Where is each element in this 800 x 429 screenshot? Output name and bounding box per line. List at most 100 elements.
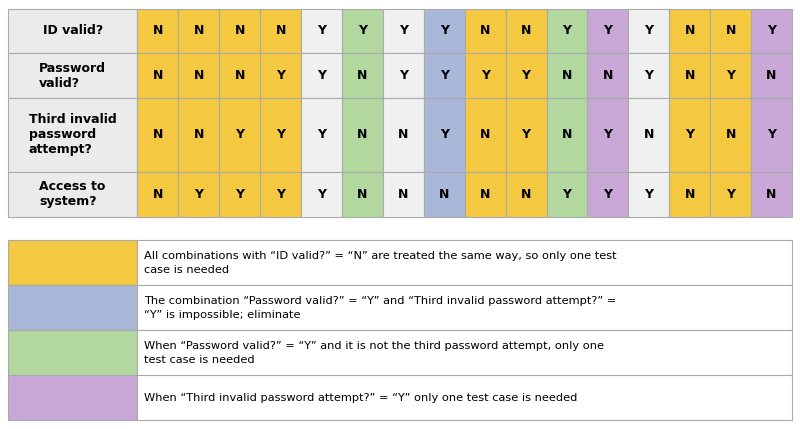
Text: Y: Y: [399, 24, 408, 37]
Text: ID valid?: ID valid?: [42, 24, 103, 37]
Bar: [751, 98, 792, 172]
Text: N: N: [358, 188, 367, 201]
Text: N: N: [521, 24, 531, 37]
Bar: [383, 53, 424, 98]
Bar: [383, 9, 424, 53]
Bar: [710, 9, 751, 53]
Text: Y: Y: [317, 69, 326, 82]
Text: Y: Y: [194, 188, 203, 201]
Bar: [138, 53, 178, 98]
Bar: [383, 98, 424, 172]
Text: Y: Y: [562, 188, 571, 201]
Bar: [670, 9, 710, 53]
Text: N: N: [234, 69, 245, 82]
Bar: [670, 53, 710, 98]
Text: Y: Y: [440, 128, 449, 142]
Bar: [138, 240, 792, 285]
Bar: [219, 98, 260, 172]
Text: N: N: [480, 24, 490, 37]
Bar: [628, 172, 670, 217]
Text: N: N: [602, 69, 613, 82]
Bar: [628, 98, 670, 172]
Bar: [506, 172, 546, 217]
Text: Y: Y: [440, 69, 449, 82]
Text: Y: Y: [644, 69, 654, 82]
Bar: [342, 172, 383, 217]
Bar: [8, 53, 138, 98]
Bar: [219, 172, 260, 217]
Bar: [670, 98, 710, 172]
Bar: [342, 53, 383, 98]
Text: N: N: [194, 69, 204, 82]
Text: All combinations with “ID valid?” = “N” are treated the same way, so only one te: All combinations with “ID valid?” = “N” …: [144, 251, 616, 275]
Text: Y: Y: [481, 69, 490, 82]
Bar: [8, 285, 138, 330]
Bar: [178, 172, 219, 217]
Bar: [342, 9, 383, 53]
Bar: [465, 9, 506, 53]
Text: Y: Y: [276, 128, 285, 142]
Bar: [138, 9, 178, 53]
Bar: [710, 53, 751, 98]
Bar: [8, 330, 138, 375]
Text: Y: Y: [522, 128, 530, 142]
Bar: [506, 9, 546, 53]
Text: N: N: [480, 188, 490, 201]
Text: N: N: [766, 69, 777, 82]
Bar: [587, 53, 628, 98]
Bar: [465, 98, 506, 172]
Text: N: N: [194, 128, 204, 142]
Text: Y: Y: [235, 188, 244, 201]
Text: N: N: [358, 128, 367, 142]
Text: Y: Y: [644, 188, 654, 201]
Text: N: N: [685, 69, 695, 82]
Text: Y: Y: [644, 24, 654, 37]
Text: Y: Y: [603, 128, 612, 142]
Bar: [710, 98, 751, 172]
Text: N: N: [153, 128, 163, 142]
Text: Y: Y: [399, 69, 408, 82]
Text: N: N: [644, 128, 654, 142]
Text: Y: Y: [562, 24, 571, 37]
Bar: [178, 98, 219, 172]
Text: N: N: [153, 188, 163, 201]
Text: N: N: [194, 24, 204, 37]
Text: N: N: [153, 24, 163, 37]
Bar: [465, 172, 506, 217]
Text: Y: Y: [317, 24, 326, 37]
Bar: [260, 172, 301, 217]
Text: N: N: [685, 24, 695, 37]
Bar: [751, 9, 792, 53]
Bar: [424, 53, 465, 98]
Text: Third invalid
password
attempt?: Third invalid password attempt?: [29, 114, 117, 157]
Text: N: N: [398, 188, 409, 201]
Bar: [301, 98, 342, 172]
Bar: [138, 330, 792, 375]
Text: Password
valid?: Password valid?: [39, 62, 106, 90]
Text: N: N: [562, 69, 572, 82]
Bar: [424, 172, 465, 217]
Bar: [546, 53, 587, 98]
Bar: [710, 172, 751, 217]
Text: N: N: [766, 188, 777, 201]
Text: N: N: [562, 128, 572, 142]
Bar: [8, 375, 138, 420]
Bar: [506, 53, 546, 98]
Bar: [424, 9, 465, 53]
Text: Y: Y: [726, 69, 735, 82]
Text: Y: Y: [767, 24, 776, 37]
Text: Y: Y: [317, 188, 326, 201]
Bar: [178, 9, 219, 53]
Bar: [751, 53, 792, 98]
Text: Y: Y: [522, 69, 530, 82]
Bar: [138, 172, 178, 217]
Bar: [506, 98, 546, 172]
Text: N: N: [685, 188, 695, 201]
Bar: [751, 172, 792, 217]
Text: N: N: [358, 69, 367, 82]
Text: N: N: [726, 24, 736, 37]
Bar: [301, 53, 342, 98]
Text: Y: Y: [440, 24, 449, 37]
Text: N: N: [234, 24, 245, 37]
Bar: [301, 172, 342, 217]
